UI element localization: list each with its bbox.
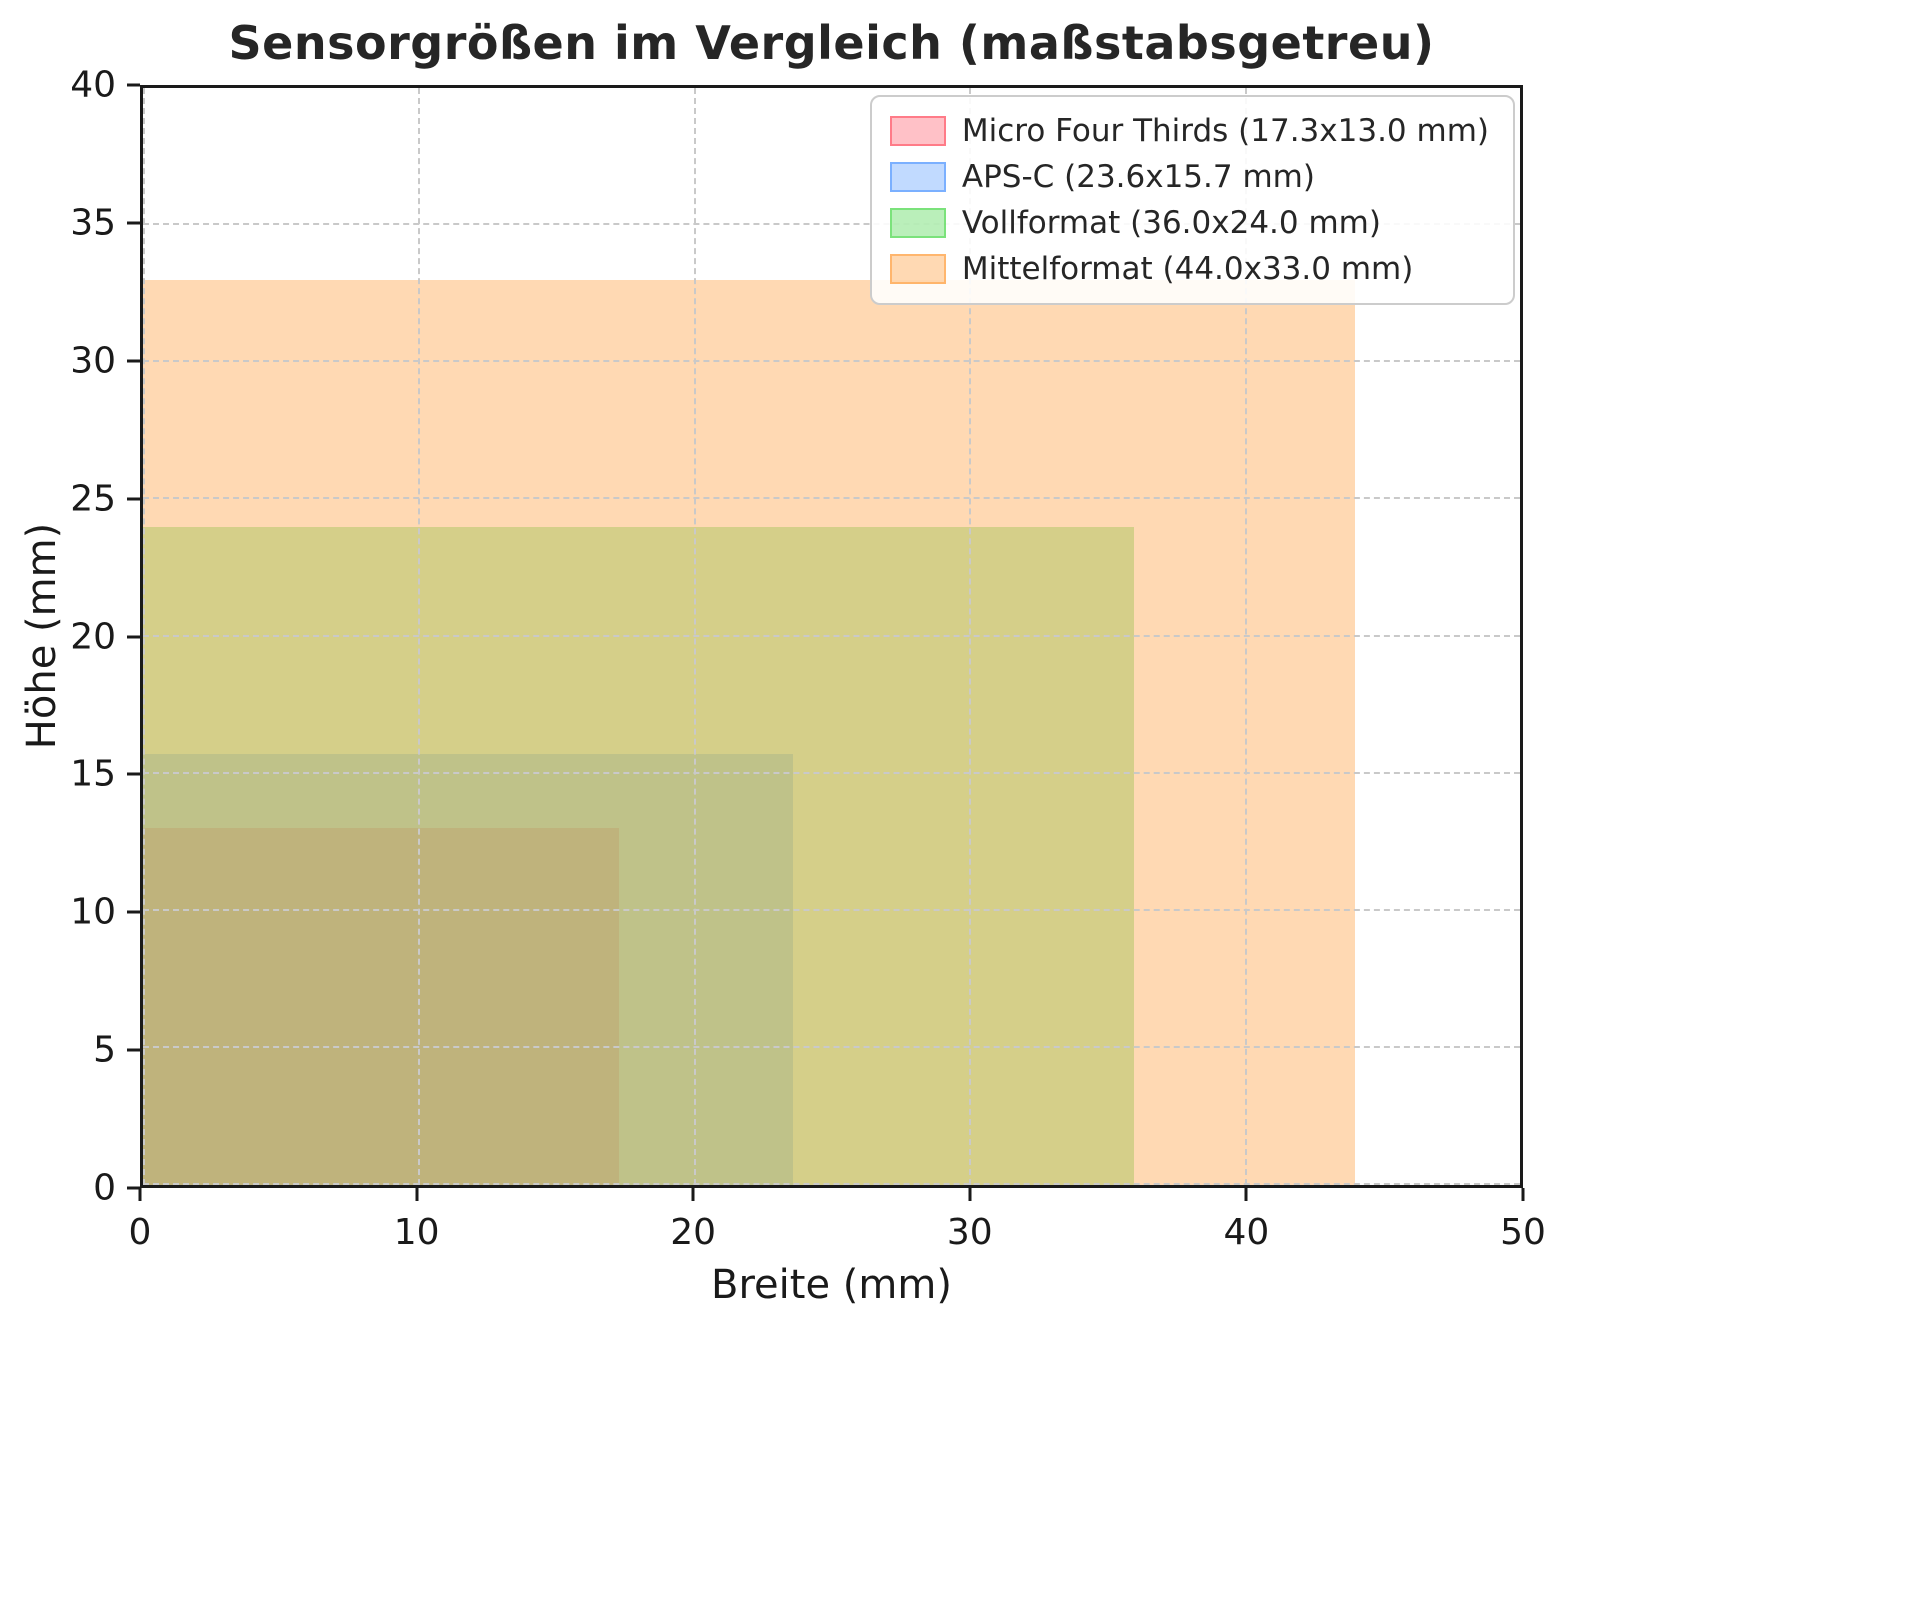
y-tick-label-0: 0	[93, 1167, 116, 1209]
legend-item-mittelformat: Mittelformat (44.0x33.0 mm)	[889, 251, 1489, 287]
gridline-y-35	[143, 223, 1520, 226]
legend-label-aps-c: APS-C (23.6x15.7 mm)	[961, 159, 1315, 195]
gridline-y-15	[143, 771, 1520, 774]
gridline-x-0	[143, 88, 145, 1185]
y-tick-mark-40	[127, 83, 140, 87]
x-tick-label-10: 10	[393, 1212, 440, 1253]
y-tick-label-15: 15	[70, 753, 116, 795]
legend-label-mittelformat: Mittelformat (44.0x33.0 mm)	[961, 251, 1414, 287]
legend-item-aps-c: APS-C (23.6x15.7 mm)	[889, 159, 1489, 195]
chart-title: Sensorgrößen im Vergleich (maßstabsgetre…	[228, 16, 1435, 70]
y-tick-mark-35	[127, 221, 140, 225]
legend-label-micro-four-thirds: Micro Four Thirds (17.3x13.0 mm)	[961, 113, 1489, 149]
y-tick-label-35: 35	[70, 202, 116, 244]
x-tick-mark-20	[691, 1188, 695, 1201]
legend-swatch-micro-four-thirds	[889, 116, 946, 146]
x-tick-mark-50	[1521, 1188, 1525, 1201]
y-tick-label-10: 10	[70, 891, 116, 933]
legend-swatch-mittelformat	[889, 254, 946, 284]
x-tick-mark-40	[1244, 1188, 1248, 1201]
x-tick-mark-0	[138, 1188, 142, 1201]
legend: Micro Four Thirds (17.3x13.0 mm) APS-C (2…	[869, 95, 1515, 305]
x-tick-label-20: 20	[670, 1212, 717, 1253]
y-tick-label-40: 40	[70, 64, 116, 106]
x-tick-label-40: 40	[1223, 1212, 1270, 1253]
sensor-rect-micro-four-thirds	[143, 828, 620, 1185]
sensor-rect-aps-c	[143, 754, 793, 1185]
y-tick-mark-0	[127, 1186, 140, 1190]
gridline-y-0	[143, 1183, 1520, 1185]
y-axis-label: Höhe (mm)	[19, 522, 65, 750]
gridline-x-30	[969, 88, 972, 1185]
y-tick-mark-25	[127, 497, 140, 501]
x-tick-label-0: 0	[128, 1212, 152, 1253]
x-tick-mark-30	[968, 1188, 972, 1201]
legend-swatch-vollformat	[889, 208, 946, 238]
x-tick-label-50: 50	[1500, 1212, 1546, 1253]
legend-label-vollformat: Vollformat (36.0x24.0 mm)	[961, 205, 1381, 241]
y-tick-label-30: 30	[70, 340, 116, 382]
x-axis-label: Breite (mm)	[711, 1262, 952, 1308]
gridline-y-5	[143, 1045, 1520, 1048]
gridline-x-50	[1520, 88, 1522, 1185]
gridline-x-40	[1244, 88, 1247, 1185]
gridline-y-10	[143, 908, 1520, 911]
y-tick-label-20: 20	[70, 616, 116, 657]
sensor-rect-mittelformat	[143, 279, 1355, 1185]
gridline-x-10	[418, 88, 421, 1185]
y-tick-mark-15	[127, 772, 140, 776]
y-tick-mark-30	[127, 359, 140, 363]
legend-item-micro-four-thirds: Micro Four Thirds (17.3x13.0 mm)	[889, 113, 1489, 149]
y-tick-label-25: 25	[70, 478, 116, 520]
y-tick-mark-5	[127, 1048, 140, 1052]
gridline-x-20	[693, 88, 696, 1185]
y-tick-mark-20	[127, 635, 140, 638]
y-tick-mark-10	[127, 910, 140, 914]
gridline-y-40	[143, 86, 1520, 88]
gridline-y-25	[143, 497, 1520, 500]
gridline-y-30	[143, 360, 1520, 363]
legend-swatch-aps-c	[889, 162, 946, 192]
y-tick-label-5: 5	[93, 1029, 116, 1071]
gridline-y-20	[143, 634, 1520, 637]
legend-item-vollformat: Vollformat (36.0x24.0 mm)	[889, 205, 1489, 241]
x-tick-mark-10	[415, 1188, 419, 1201]
x-tick-label-30: 30	[946, 1212, 993, 1253]
